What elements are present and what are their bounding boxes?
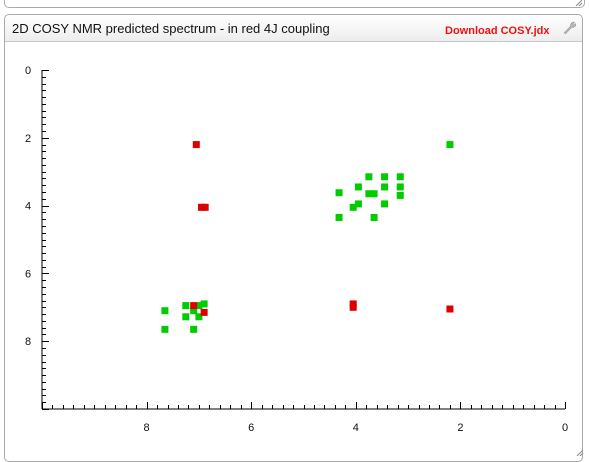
cross-peak-green — [396, 183, 404, 191]
cross-peak-green — [370, 213, 378, 221]
cross-peak-green — [190, 307, 198, 315]
x-tick-label: 6 — [248, 422, 254, 434]
wrench-icon[interactable] — [562, 21, 576, 35]
cross-peak-red-4j — [201, 203, 209, 211]
cross-peak-green — [446, 141, 454, 149]
previous-panel-edge — [4, 0, 585, 8]
cross-peak-green — [200, 300, 208, 308]
y-tick-label: 6 — [25, 268, 31, 280]
cross-peak-green — [195, 302, 203, 310]
y-tick-label: 2 — [25, 133, 31, 145]
cross-peak-green — [335, 213, 343, 221]
cross-peak-green — [354, 183, 362, 191]
cross-peak-red-4j — [446, 305, 454, 313]
cross-peak-red-4j — [349, 303, 357, 311]
x-tick-label: 4 — [353, 422, 359, 434]
y-tick-label: 0 — [25, 65, 31, 77]
cross-peak-green — [182, 313, 190, 321]
resize-grip-icon[interactable] — [575, 0, 583, 6]
cross-peak-red-4j — [190, 302, 198, 310]
cross-peak-red-4j — [192, 141, 200, 149]
panel-header: 2D COSY NMR predicted spectrum - in red … — [5, 15, 582, 42]
cross-peak-red-4j — [198, 203, 206, 211]
x-tick-label: 0 — [562, 422, 568, 434]
y-tick-label: 4 — [25, 201, 31, 213]
cross-peak-green — [381, 200, 389, 208]
cross-peak-green — [381, 173, 389, 181]
plot-points — [161, 141, 454, 333]
x-tick-label: 8 — [144, 422, 150, 434]
cross-peak-green — [182, 302, 190, 310]
download-cosy-link[interactable]: Download COSY.jdx — [445, 25, 550, 37]
cross-peak-green — [161, 307, 169, 315]
x-tick-label: 2 — [457, 422, 463, 434]
cross-peak-green — [365, 173, 373, 181]
cross-peak-green — [396, 173, 404, 181]
y-tick-label: 8 — [25, 336, 31, 348]
plot-axes: 0 2 4 6 8 8 6 4 2 0 — [25, 65, 568, 434]
cross-peak-green — [396, 191, 404, 199]
cross-peak-green — [190, 325, 198, 333]
cross-peak-green — [195, 313, 203, 321]
cross-peak-green — [349, 203, 357, 211]
cross-peak-green — [335, 189, 343, 197]
cross-peak-green — [381, 183, 389, 191]
panel-title: 2D COSY NMR predicted spectrum - in red … — [12, 21, 330, 36]
cosy-panel: 2D COSY NMR predicted spectrum - in red … — [4, 14, 583, 462]
cross-peak-green — [370, 190, 378, 198]
cross-peak-green — [365, 190, 373, 198]
cross-peak-green — [161, 325, 169, 333]
cross-peak-green — [354, 200, 362, 208]
cross-peak-red-4j — [200, 308, 208, 316]
resize-grip-icon[interactable] — [575, 450, 585, 456]
